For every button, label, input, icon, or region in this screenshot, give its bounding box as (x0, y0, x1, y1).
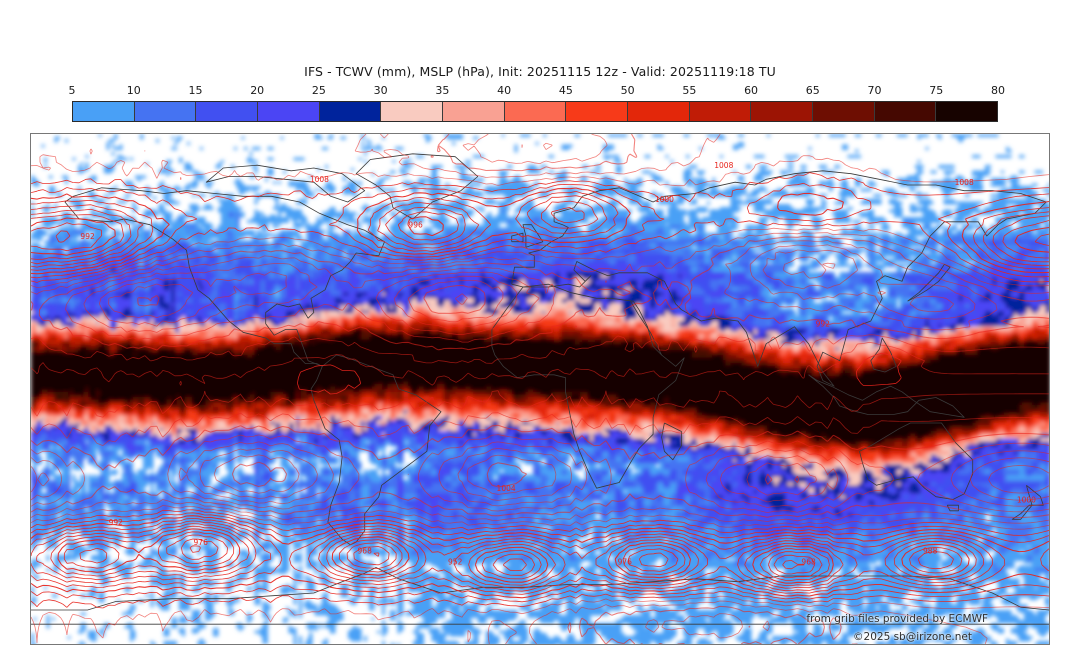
mslp-label-1008: 1008 (714, 161, 733, 170)
colorbar-band-50 (628, 102, 690, 121)
mslp-label-968: 968 (358, 546, 373, 555)
colorbar-tick-40: 40 (497, 84, 511, 97)
map-canvas: 1008 1008 1008 992 1000 996 976 968 992 952 976 968… (31, 134, 1049, 644)
mslp-label-1000: 1000 (655, 195, 674, 204)
copyright-credit: ©2025 sb@irizone.net (853, 631, 972, 643)
mslp-label-988: 988 (923, 546, 938, 555)
page-title: IFS - TCWV (mm), MSLP (hPa), Init: 20251… (0, 64, 1080, 79)
colorbar-tick-70: 70 (868, 84, 882, 97)
colorbar-band-55 (690, 102, 752, 121)
colorbar-tick-80: 80 (991, 84, 1005, 97)
mslp-label-976: 976 (618, 558, 633, 567)
colorbar-tick-60: 60 (744, 84, 758, 97)
colorbar-band-60 (751, 102, 813, 121)
mslp-label-992: 992 (816, 320, 831, 329)
colorbar-tick-labels: 5 10 15 20 25 30 35 40 45 50 55 60 65 70 75 80 (72, 84, 998, 101)
mslp-label-1000: 1000 (1017, 495, 1036, 504)
colorbar-tick-50: 50 (621, 84, 635, 97)
colorbar-band-35 (443, 102, 505, 121)
map-panel[interactable]: 1008 1008 1008 992 1000 996 976 968 992 952 976 968… (30, 133, 1050, 645)
colorbar-band-30 (381, 102, 443, 121)
mslp-label-1008: 1008 (310, 175, 329, 184)
mslp-label-992: 992 (109, 518, 124, 527)
mslp-label-992: 992 (80, 232, 95, 241)
colorbar-tick-55: 55 (682, 84, 696, 97)
colorbar: 5 10 15 20 25 30 35 40 45 50 55 60 65 70 75 80 (72, 84, 998, 122)
colorbar-band-10 (135, 102, 197, 121)
colorbar-tick-25: 25 (312, 84, 326, 97)
colorbar-band-40 (505, 102, 567, 121)
colorbar-tick-30: 30 (374, 84, 388, 97)
mslp-label-1008: 1008 (955, 178, 974, 187)
mslp-label-976: 976 (194, 538, 209, 547)
colorbar-band-25 (320, 102, 382, 121)
colorbar-tick-45: 45 (559, 84, 573, 97)
colorbar-band-75 (936, 102, 997, 121)
mslp-label-952: 952 (448, 558, 463, 567)
colorbar-tick-15: 15 (188, 84, 202, 97)
mslp-label-968: 968 (801, 558, 816, 567)
colorbar-band-20 (258, 102, 320, 121)
mslp-label-996: 996 (408, 221, 423, 230)
colorbar-band-65 (813, 102, 875, 121)
colorbar-tick-10: 10 (127, 84, 141, 97)
colorbar-tick-20: 20 (250, 84, 264, 97)
colorbar-bands (72, 101, 998, 122)
colorbar-band-70 (875, 102, 937, 121)
colorbar-band-5 (73, 102, 135, 121)
colorbar-band-45 (566, 102, 628, 121)
data-source-credit: from grib files provided by ECMWF (806, 613, 988, 625)
colorbar-tick-75: 75 (929, 84, 943, 97)
colorbar-tick-35: 35 (435, 84, 449, 97)
colorbar-band-15 (196, 102, 258, 121)
colorbar-tick-5: 5 (69, 84, 76, 97)
mslp-label-1004: 1004 (497, 484, 516, 493)
colorbar-tick-65: 65 (806, 84, 820, 97)
